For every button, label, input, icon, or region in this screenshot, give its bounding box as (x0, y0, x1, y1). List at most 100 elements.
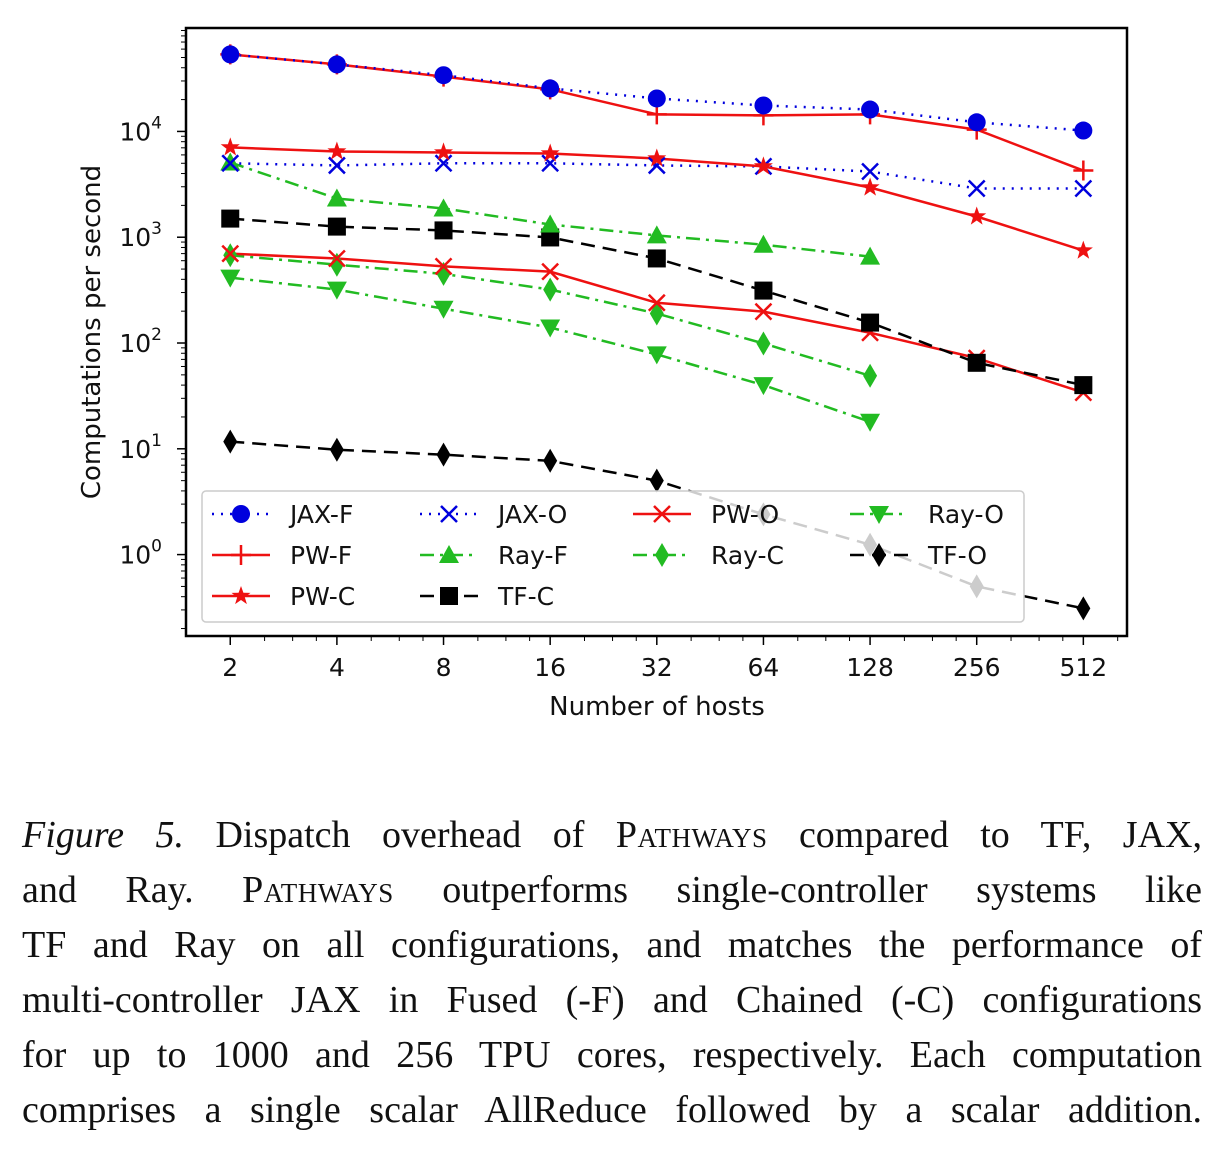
dispatch-overhead-chart: JAX-F JAX-O PW-O Ray-O PW-F Ray-F Ray-C TF-O PW-… (77, 26, 1129, 722)
caption-line: for up to 1000 and 256 TPU cores, respec… (22, 1034, 1202, 1076)
diamond-marker (436, 442, 451, 467)
x-tick-label: 64 (748, 653, 780, 682)
caption-text: and Ray. (22, 869, 243, 911)
diamond-marker (543, 277, 558, 302)
triangle-up-marker (326, 188, 347, 207)
y-tick-label: 104 (119, 113, 162, 146)
diamond-marker (436, 261, 451, 286)
circle-marker (1074, 121, 1093, 140)
legend-item-ray-c: Ray-C (633, 541, 784, 570)
triangle-up-marker (439, 545, 459, 563)
y-tick-exponent: 4 (151, 113, 162, 133)
x-tick-label: 32 (641, 653, 673, 682)
caption-text: Dispatch overhead of (183, 814, 616, 856)
star-marker (860, 177, 880, 196)
y-tick-label: 103 (119, 219, 162, 252)
x-axis-label: Number of hosts (549, 692, 765, 722)
system-name: Pathways (615, 814, 768, 856)
circle-marker (754, 96, 773, 115)
system-name: Pathways (242, 869, 394, 911)
legend-item-ray-o: Ray-O (850, 500, 1004, 529)
legend-label: PW-O (711, 500, 779, 529)
square-marker (967, 353, 986, 372)
x-tick-label: 256 (953, 653, 1001, 682)
square-marker (861, 313, 880, 332)
series-line-jax-o (230, 162, 1084, 190)
x-marker (647, 156, 666, 175)
diamond-marker (329, 252, 344, 277)
diamond-marker (1076, 596, 1091, 621)
star-marker (327, 141, 347, 160)
triangle-down-marker (646, 346, 667, 365)
triangle-down-marker (753, 377, 774, 396)
diamond-marker (872, 543, 886, 567)
triangle-up-marker (220, 152, 241, 171)
triangle-down-marker (220, 269, 241, 288)
y-tick-exponent: 0 (151, 537, 162, 557)
legend-label: PW-C (290, 582, 355, 611)
y-tick-exponent: 3 (151, 219, 162, 239)
legend-box (201, 490, 1025, 623)
x-marker (541, 262, 560, 281)
caption-line: multi-controller JAX in Fused (-F) and C… (22, 979, 1202, 1021)
x-marker (754, 302, 773, 321)
triangle-down-marker (433, 300, 454, 319)
triangle-down-marker (860, 413, 881, 432)
legend-item-tf-c: TF-C (420, 582, 554, 611)
diamond-marker (863, 363, 878, 388)
legend-item-pw-c: PW-C (212, 582, 355, 611)
x-tick-label: 2 (222, 653, 238, 682)
diamond-marker (649, 301, 664, 326)
triangle-up-marker (860, 246, 881, 265)
star-marker (434, 142, 453, 161)
legend-label: TF-O (927, 541, 987, 570)
plus-marker (1073, 160, 1094, 181)
x-marker (653, 505, 671, 523)
x-marker (440, 505, 458, 523)
square-marker (754, 281, 773, 300)
figure-label: Figure 5. (22, 814, 184, 856)
star-marker (753, 156, 773, 175)
star-marker (967, 206, 987, 225)
star-marker (1073, 240, 1093, 259)
square-marker (440, 587, 458, 605)
legend-label: Ray-C (711, 541, 784, 570)
diamond-marker (329, 437, 344, 462)
x-marker (434, 154, 453, 173)
x-marker (434, 257, 453, 276)
y-tick-exponent: 1 (151, 431, 162, 451)
legend-item-ray-f: Ray-F (420, 541, 568, 570)
y-tick-exponent: 2 (151, 325, 162, 345)
x-tick-label: 128 (846, 653, 894, 682)
caption-line: comprises a single scalar AllReduce foll… (22, 1089, 1202, 1131)
square-marker (647, 249, 666, 268)
x-marker (328, 249, 346, 268)
y-tick-label: 100 (119, 537, 162, 570)
y-tick-label: 101 (119, 431, 162, 464)
y-axis-label: Computations per second (77, 165, 107, 499)
legend-label: Ray-O (928, 500, 1004, 529)
circle-marker (967, 113, 986, 132)
caption-text: compared to TF, JAX, (767, 814, 1202, 856)
legend-item-pw-o: PW-O (633, 500, 779, 529)
square-marker (327, 217, 346, 236)
triangle-up-marker (646, 225, 667, 244)
triangle-down-marker (869, 506, 889, 524)
diamond-marker (756, 331, 771, 356)
circle-marker (434, 66, 453, 85)
circle-marker (861, 100, 880, 119)
circle-marker (221, 45, 240, 64)
x-marker (967, 179, 986, 198)
legend-item-jax-f: JAX-F (212, 500, 353, 529)
legend-label: TF-C (497, 582, 554, 611)
caption-line: Figure 5. Dispatch overhead of Pathways … (22, 808, 1202, 863)
x-marker (861, 162, 879, 181)
star-marker (220, 137, 240, 156)
x-marker (221, 154, 240, 173)
legend-label: PW-F (290, 541, 352, 570)
legend-label: JAX-F (288, 500, 353, 529)
x-tick-label: 4 (329, 653, 345, 682)
plus-marker (231, 545, 251, 565)
circle-marker (541, 79, 560, 98)
